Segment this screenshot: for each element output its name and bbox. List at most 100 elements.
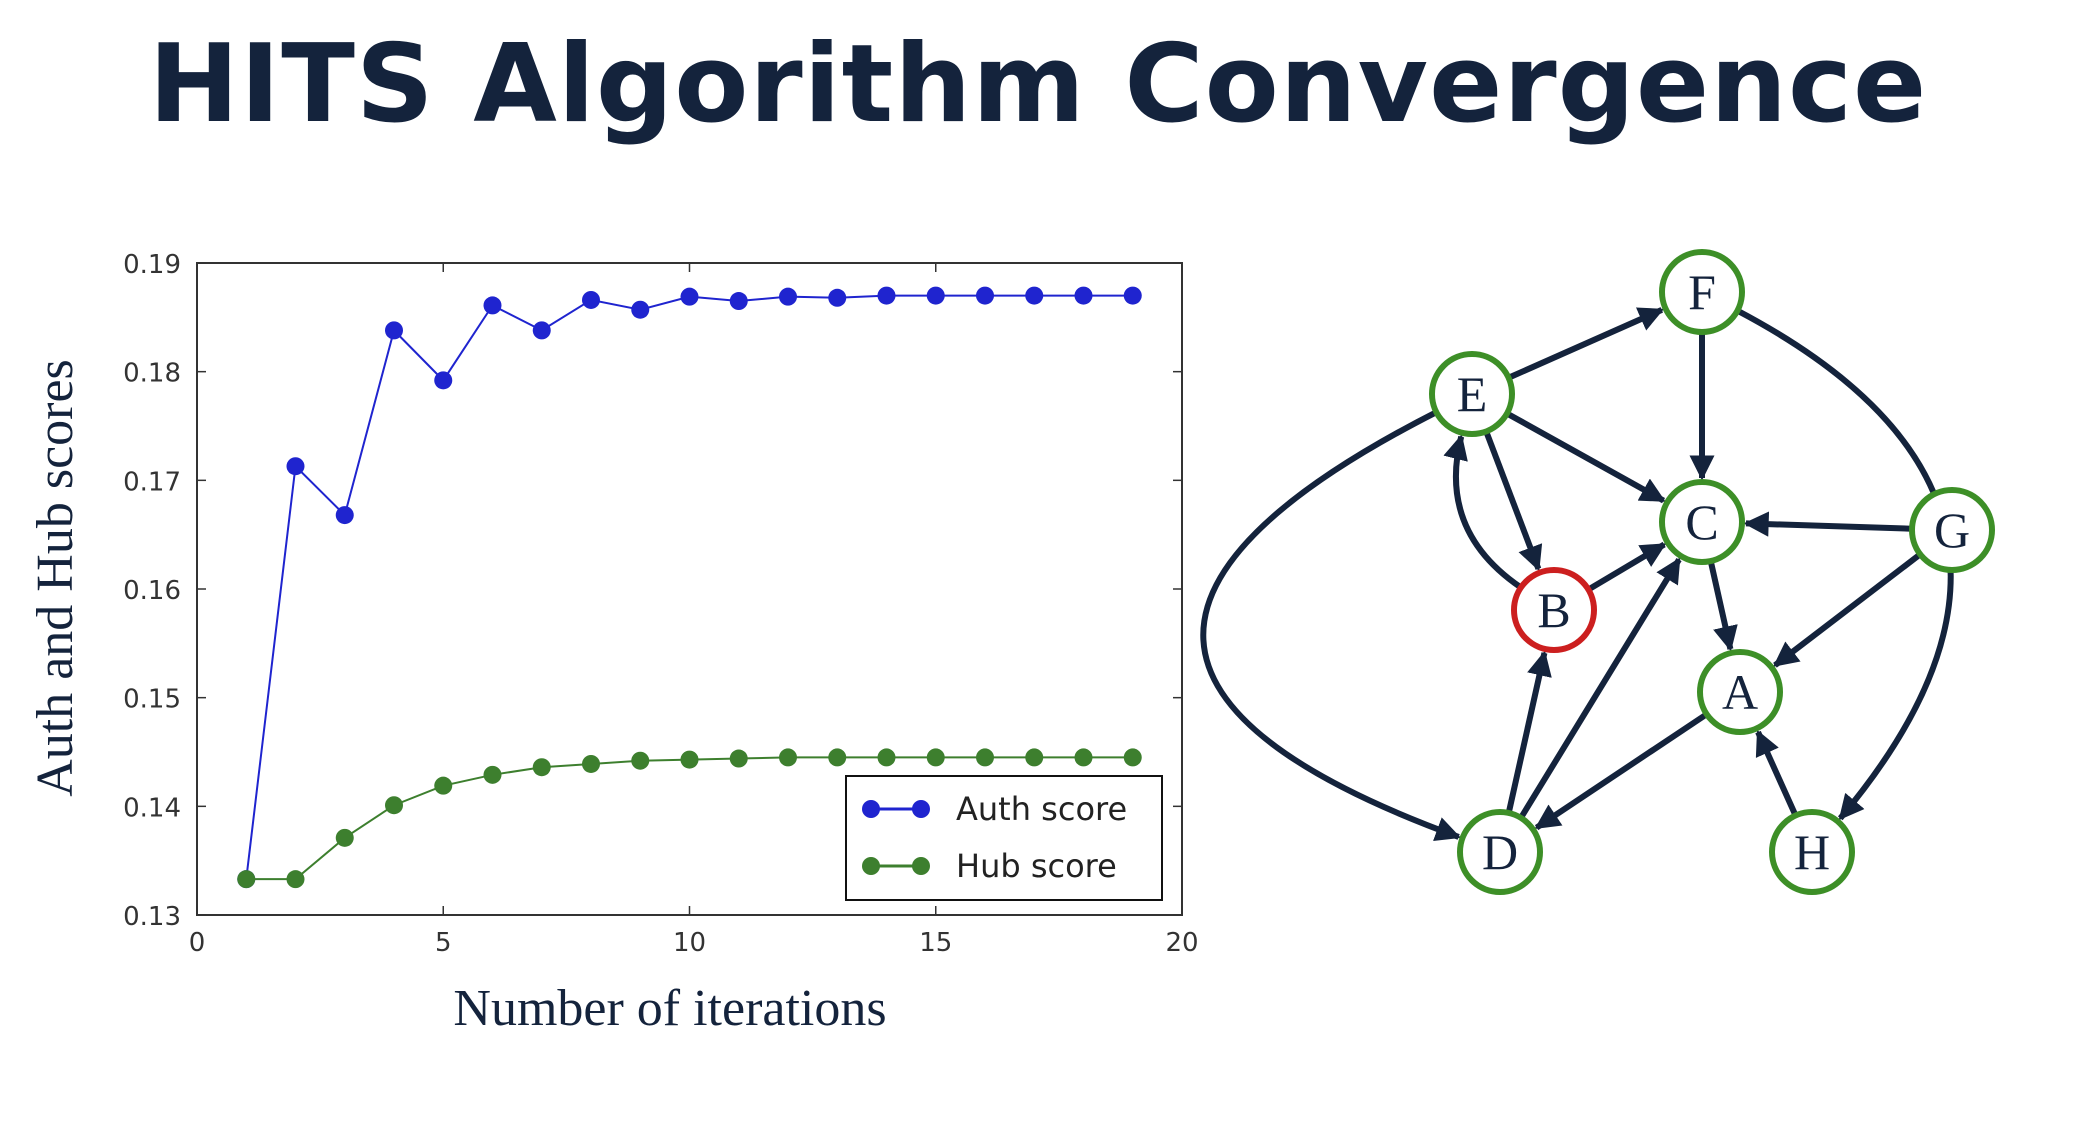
data-point-1 [877, 748, 896, 767]
data-point-0 [532, 321, 551, 340]
edge-e-b [1483, 430, 1543, 572]
legend-label-hub: Hub score [956, 847, 1117, 885]
edge-e-d [1200, 409, 1462, 842]
data-point-1 [582, 754, 600, 773]
data-point-0 [976, 286, 994, 305]
y-axis-label: Auth and Hub scores [27, 359, 84, 797]
data-point-1 [926, 748, 945, 767]
x-axis-ticks: 0 5 10 15 20 [189, 263, 1199, 958]
x-tick-label: 0 [189, 928, 206, 958]
data-point-1 [631, 751, 650, 770]
edge-d-c [1518, 557, 1682, 820]
node-f: F [1659, 249, 1745, 335]
x-tick-label: 5 [435, 928, 452, 958]
data-point-1 [532, 758, 551, 777]
data-point-1 [335, 828, 354, 847]
data-point-0 [926, 286, 945, 305]
edge-g-c [1743, 511, 1913, 537]
node-label: G [1934, 502, 1970, 558]
x-tick-label: 10 [673, 928, 706, 958]
x-tick-label: 20 [1165, 928, 1198, 958]
node-circle [1511, 567, 1597, 653]
node-g: G [1909, 487, 1995, 573]
edge-e-c [1505, 410, 1666, 504]
line-chart: 0.13 0.14 0.15 0.16 0.17 0.18 0.19 0 5 10 15 20 Nu… [27, 250, 1199, 1037]
data-point-0 [582, 290, 600, 309]
y-tick-label: 0.19 [123, 250, 181, 280]
y-tick-label: 0.16 [123, 576, 181, 606]
data-point-1 [1074, 748, 1093, 767]
y-tick-label: 0.13 [123, 902, 181, 932]
data-point-1 [729, 749, 748, 768]
legend-swatch-auth-marker [862, 800, 880, 818]
node-a: A [1697, 649, 1783, 735]
x-tick-label: 15 [919, 928, 952, 958]
graph-edges [1200, 307, 1954, 842]
node-c: C [1659, 479, 1745, 565]
data-point-0 [483, 296, 502, 315]
data-point-1 [385, 796, 403, 815]
node-circle [1429, 351, 1515, 437]
node-b: B [1511, 567, 1597, 653]
data-point-0 [1074, 286, 1093, 305]
node-label: E [1457, 366, 1488, 422]
edge-d-b [1505, 650, 1552, 814]
data-point-1 [1123, 748, 1142, 767]
graph-nodes: A B C D E F G H [1429, 249, 1995, 895]
node-circle [1769, 809, 1855, 895]
legend-label-auth: Auth score [956, 790, 1127, 828]
data-point-0 [631, 300, 650, 319]
node-circle [1659, 479, 1745, 565]
edge-b-c [1586, 541, 1667, 593]
data-point-1 [976, 748, 994, 767]
series-layer [237, 286, 1142, 889]
x-axis-label: Number of iterations [453, 980, 886, 1037]
node-label: D [1482, 824, 1518, 880]
y-tick-label: 0.17 [123, 467, 181, 497]
legend-swatch-hub-marker [912, 857, 930, 875]
data-point-0 [434, 371, 453, 390]
node-label: H [1794, 824, 1830, 880]
legend-box [845, 775, 1163, 901]
data-point-0 [1123, 286, 1142, 305]
node-circle [1909, 487, 1995, 573]
edge-a-d [1534, 711, 1709, 831]
node-label: C [1685, 494, 1718, 550]
node-h: H [1769, 809, 1855, 895]
y-tick-label: 0.18 [123, 359, 181, 389]
edge-c-a [1707, 560, 1738, 652]
slide-title: HITS Algorithm Convergence [148, 22, 1928, 147]
data-point-0 [385, 321, 403, 340]
data-point-0 [877, 286, 896, 305]
node-circle [1457, 809, 1543, 895]
legend-swatch-hub-marker [862, 857, 880, 875]
node-d: D [1457, 809, 1543, 895]
data-point-1 [434, 776, 453, 795]
data-point-1 [237, 870, 256, 889]
data-point-0 [286, 457, 305, 476]
node-e: E [1429, 351, 1515, 437]
node-circle [1659, 249, 1745, 335]
edge-h-a [1755, 729, 1799, 817]
node-label: A [1722, 664, 1758, 720]
edge-f-h [1735, 307, 1954, 821]
data-point-1 [680, 750, 699, 769]
edge-b-e [1443, 434, 1523, 590]
data-point-1 [779, 748, 797, 767]
data-point-0 [680, 287, 699, 306]
node-label: F [1688, 264, 1716, 320]
data-point-1 [828, 748, 847, 767]
data-point-0 [828, 288, 847, 307]
data-point-0 [779, 287, 797, 306]
edge-g-a [1772, 551, 1923, 668]
data-point-1 [483, 765, 502, 784]
y-tick-label: 0.14 [123, 793, 181, 823]
data-point-1 [1025, 748, 1044, 767]
data-point-0 [335, 506, 354, 525]
legend-swatch-auth-marker [912, 800, 930, 818]
data-point-1 [286, 870, 305, 889]
legend: Auth score Hub score [845, 775, 1163, 901]
node-label: B [1537, 582, 1570, 638]
y-axis-ticks: 0.13 0.14 0.15 0.16 0.17 0.18 0.19 [123, 250, 1182, 932]
edge-e-f [1507, 307, 1665, 381]
